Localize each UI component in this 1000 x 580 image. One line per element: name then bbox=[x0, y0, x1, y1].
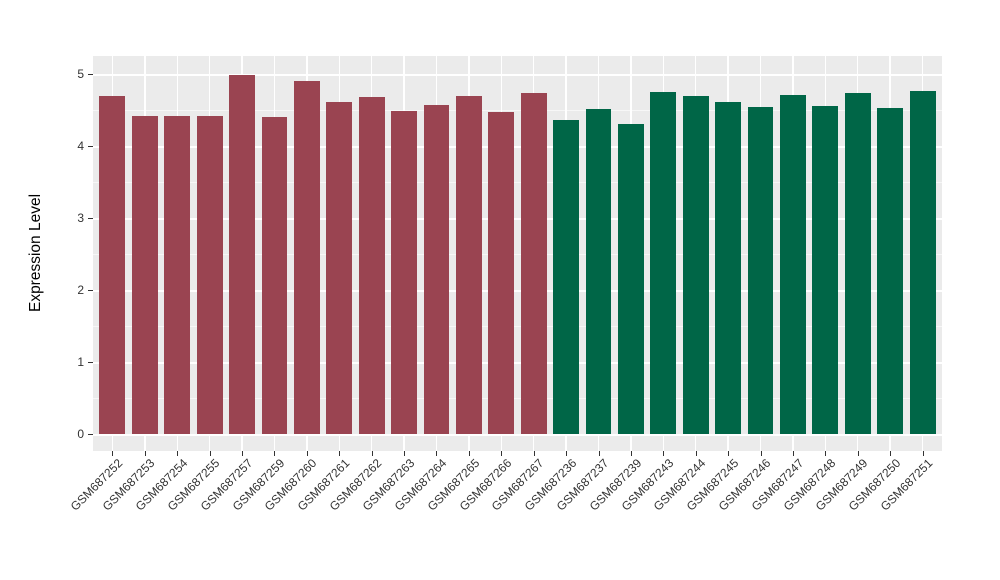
x-tick-mark bbox=[598, 451, 600, 456]
x-tick-mark bbox=[242, 451, 244, 456]
minor-gridline bbox=[93, 326, 942, 327]
x-tick-mark bbox=[274, 451, 276, 456]
bar bbox=[164, 116, 191, 434]
bar bbox=[715, 102, 742, 434]
bar bbox=[585, 109, 612, 434]
x-tick-mark bbox=[792, 451, 794, 456]
x-tick-mark bbox=[630, 451, 632, 456]
x-tick-mark bbox=[533, 451, 535, 456]
y-tick-label: 2 bbox=[77, 283, 84, 297]
x-tick-mark bbox=[922, 451, 924, 456]
x-tick-mark bbox=[728, 451, 730, 456]
bar bbox=[326, 102, 353, 434]
bar bbox=[553, 120, 580, 434]
x-tick-mark bbox=[501, 451, 503, 456]
major-gridline bbox=[93, 218, 942, 220]
major-gridline bbox=[93, 146, 942, 148]
x-tick-mark bbox=[404, 451, 406, 456]
y-tick-mark bbox=[88, 218, 93, 219]
bar bbox=[423, 104, 450, 434]
x-tick-mark bbox=[436, 451, 438, 456]
x-tick-mark bbox=[112, 451, 114, 456]
x-tick-mark bbox=[371, 451, 373, 456]
bar bbox=[358, 97, 385, 434]
bar bbox=[293, 81, 320, 434]
bar bbox=[812, 106, 839, 434]
y-tick-label: 3 bbox=[77, 211, 84, 225]
y-tick-mark bbox=[88, 362, 93, 363]
bar bbox=[391, 110, 418, 434]
x-tick-mark bbox=[177, 451, 179, 456]
x-tick-mark bbox=[339, 451, 341, 456]
x-tick-mark bbox=[663, 451, 665, 456]
bar bbox=[682, 96, 709, 434]
bar bbox=[131, 116, 158, 434]
major-gridline bbox=[93, 362, 942, 364]
x-tick-mark bbox=[306, 451, 308, 456]
plot-panel bbox=[93, 56, 942, 451]
bar bbox=[844, 93, 871, 434]
minor-gridline bbox=[93, 398, 942, 399]
minor-gridline bbox=[93, 110, 942, 111]
minor-gridline bbox=[93, 182, 942, 183]
y-tick-label: 1 bbox=[77, 355, 84, 369]
bar bbox=[650, 92, 677, 434]
y-tick-mark bbox=[88, 74, 93, 75]
y-tick-mark bbox=[88, 290, 93, 291]
bar bbox=[779, 94, 806, 434]
bar bbox=[229, 74, 256, 434]
bar bbox=[455, 95, 482, 434]
y-axis-title: Expression Level bbox=[27, 193, 44, 313]
bar bbox=[877, 107, 904, 434]
bar bbox=[617, 123, 644, 434]
bar bbox=[261, 117, 288, 434]
y-tick-mark bbox=[88, 434, 93, 435]
x-tick-mark bbox=[760, 451, 762, 456]
x-tick-mark bbox=[209, 451, 211, 456]
x-tick-mark bbox=[468, 451, 470, 456]
x-tick-mark bbox=[890, 451, 892, 456]
major-gridline bbox=[93, 290, 942, 292]
bar bbox=[99, 96, 126, 434]
bar bbox=[520, 93, 547, 434]
y-tick-label: 4 bbox=[77, 139, 84, 153]
major-gridline bbox=[93, 74, 942, 76]
x-tick-mark bbox=[825, 451, 827, 456]
bar bbox=[909, 90, 936, 434]
bar bbox=[747, 107, 774, 434]
minor-gridline bbox=[93, 254, 942, 255]
x-tick-mark bbox=[857, 451, 859, 456]
y-tick-label: 5 bbox=[77, 67, 84, 81]
y-tick-mark bbox=[88, 146, 93, 147]
y-tick-label: 0 bbox=[77, 427, 84, 441]
x-tick-mark bbox=[144, 451, 146, 456]
bar bbox=[196, 116, 223, 434]
bar bbox=[488, 112, 515, 434]
x-tick-mark bbox=[695, 451, 697, 456]
major-gridline bbox=[93, 434, 942, 436]
x-tick-mark bbox=[566, 451, 568, 456]
